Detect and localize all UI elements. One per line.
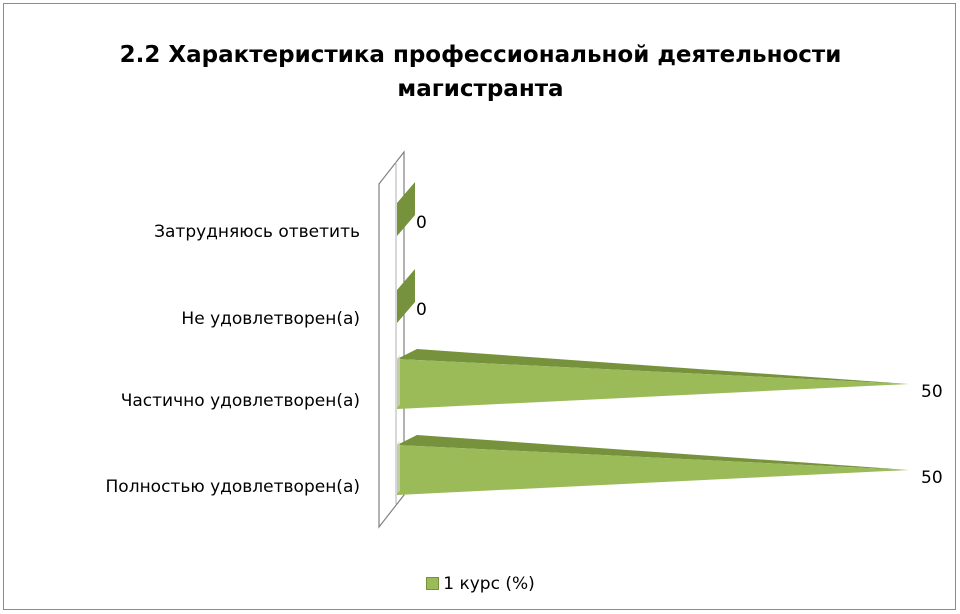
bar-cone bbox=[395, 349, 909, 409]
legend-swatch bbox=[426, 577, 440, 590]
category-label: Не удовлетворен(а) bbox=[181, 309, 360, 329]
chart-plot: Затрудняюсь ответить Не удовлетворен(а) Ча… bbox=[106, 150, 943, 529]
legend-label: 1 курс (%) bbox=[443, 574, 535, 594]
chart-title-line: магистранта bbox=[397, 76, 564, 102]
bar-cone bbox=[395, 435, 909, 495]
bar-cone bbox=[397, 269, 415, 323]
chart-title: 2.2 Характеристика профессиональной деят… bbox=[4, 38, 957, 106]
category-labels: Затрудняюсь ответить Не удовлетворен(а) Ча… bbox=[106, 222, 360, 497]
data-label: 0 bbox=[416, 300, 427, 320]
legend: 1 курс (%) bbox=[4, 574, 957, 594]
data-label: 50 bbox=[921, 468, 943, 488]
data-label: 50 bbox=[921, 382, 943, 402]
data-labels: 0 0 50 50 bbox=[416, 213, 943, 488]
chart-title-line: 2.2 Характеристика профессиональной деят… bbox=[119, 42, 842, 68]
category-label: Частично удовлетворен(а) bbox=[121, 391, 360, 411]
bars-layer bbox=[395, 182, 909, 495]
bar-cone bbox=[397, 182, 415, 236]
chart-area: 2.2 Характеристика профессиональной деят… bbox=[3, 3, 956, 610]
category-label: Затрудняюсь ответить bbox=[154, 222, 360, 242]
data-label: 0 bbox=[416, 213, 427, 233]
category-label: Полностью удовлетворен(а) bbox=[106, 477, 360, 497]
